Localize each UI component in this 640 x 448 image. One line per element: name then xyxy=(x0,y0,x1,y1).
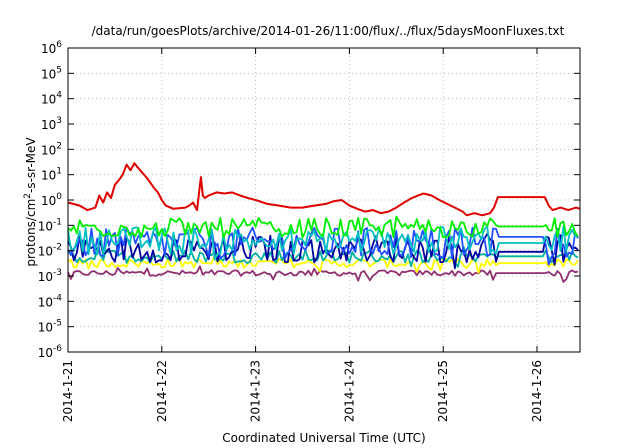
x-tick-label: 2014-1-24 xyxy=(342,360,356,422)
y-tick-label: 10-2 xyxy=(38,243,62,259)
series-line xyxy=(67,265,579,283)
series-group xyxy=(67,162,581,283)
y-tick-label: 10-5 xyxy=(38,319,62,335)
x-tick-label: 2014-1-22 xyxy=(155,360,169,422)
chart-title: /data/run/goesPlots/archive/2014-01-26/1… xyxy=(92,24,565,38)
x-tick-label: 2014-1-21 xyxy=(61,360,75,422)
x-tick-label: 2014-1-25 xyxy=(436,360,450,422)
y-tick-label: 106 xyxy=(41,40,62,56)
series-line xyxy=(67,215,579,239)
y-axis-label-sup: 2 xyxy=(23,193,33,199)
y-axis-label-base: protons/cm xyxy=(24,199,38,267)
series-line xyxy=(67,233,579,270)
y-axis-label-rest: -s-sr-MeV xyxy=(24,137,38,193)
x-tick-label: 2014-1-23 xyxy=(249,360,263,422)
y-tick-label: 101 xyxy=(41,167,62,183)
series-line xyxy=(67,162,581,217)
grid xyxy=(68,48,580,352)
series-line xyxy=(67,246,579,268)
y-tick-label: 103 xyxy=(41,116,62,132)
y-tick-label: 10-3 xyxy=(38,268,62,284)
y-tick-label: 10-6 xyxy=(38,344,63,360)
x-tick-label: 2014-1-26 xyxy=(530,360,544,422)
y-tick-label: 100 xyxy=(41,192,62,208)
y-axis-label: protons/cm2-s-sr-MeV xyxy=(23,137,38,267)
y-tick-label: 10-1 xyxy=(38,217,62,233)
y-tick-label: 105 xyxy=(41,65,62,81)
ticks: 10-6 10-5 10-4 10-3 10-2 10-1 100 101 102 103 104 1… xyxy=(38,40,580,422)
y-tick-label: 102 xyxy=(41,141,62,157)
x-axis-label: Coordinated Universal Time (UTC) xyxy=(222,431,425,445)
y-tick-label: 10-4 xyxy=(38,293,63,309)
y-tick-label: 104 xyxy=(41,91,62,107)
